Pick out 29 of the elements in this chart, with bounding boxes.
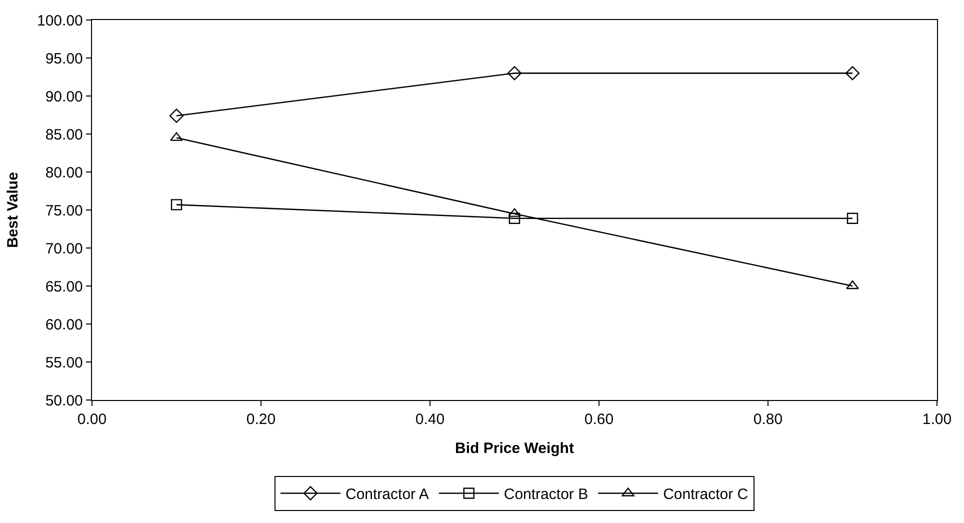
- legend-label: Contractor B: [504, 486, 588, 504]
- point: [169, 108, 184, 123]
- y-tick-label: 70.00: [45, 240, 83, 258]
- x-axis-title: Bid Price Weight: [455, 440, 574, 458]
- y-tick-label: 65.00: [45, 278, 83, 296]
- y-tick-label: 85.00: [45, 126, 83, 144]
- legend-label: Contractor C: [663, 486, 748, 504]
- y-tick-label: 80.00: [45, 164, 83, 182]
- x-tick-label: 0.40: [415, 411, 445, 428]
- y-tick-label: 90.00: [45, 88, 83, 106]
- y-tick-label: 55.00: [45, 354, 83, 372]
- x-tick-label: 0.20: [246, 411, 276, 428]
- y-tick-label: 60.00: [45, 316, 83, 334]
- y-tick-label: 95.00: [45, 50, 83, 68]
- point: [846, 280, 859, 290]
- y-tick-label: 50.00: [45, 392, 83, 410]
- legend-label: Contractor A: [346, 486, 429, 504]
- x-tick-label: 1.00: [922, 411, 952, 428]
- point: [508, 212, 520, 224]
- point: [507, 66, 522, 80]
- point: [170, 199, 182, 210]
- x-tick-label: 0.60: [584, 411, 614, 428]
- y-tick-label: 75.00: [45, 202, 83, 220]
- x-tick-label: 0.00: [77, 411, 107, 428]
- y-axis-title: Best Value: [4, 172, 22, 248]
- y-tick-label: 100.00: [37, 12, 83, 30]
- x-tick-label: 0.80: [753, 411, 783, 428]
- point: [845, 66, 860, 80]
- point: [846, 212, 858, 224]
